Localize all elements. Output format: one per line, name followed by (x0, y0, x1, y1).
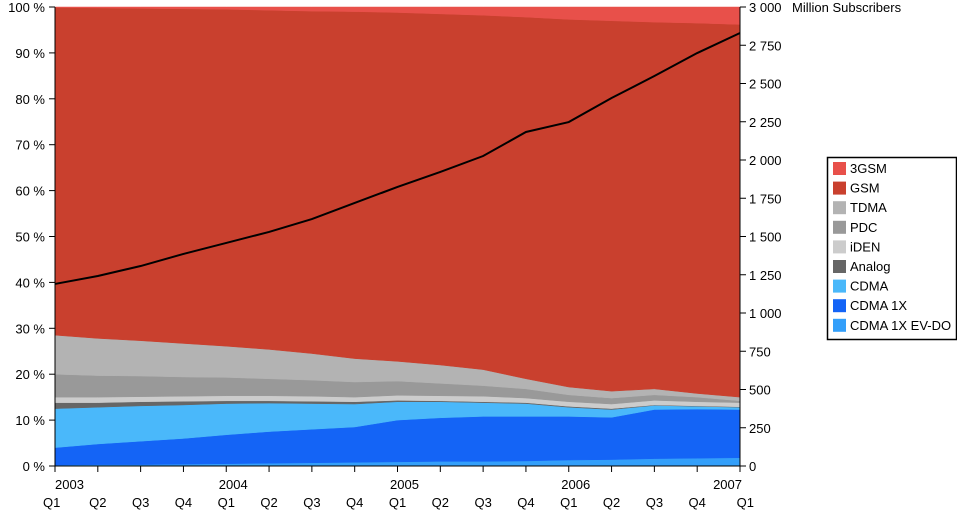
legend-label: Analog (850, 259, 890, 274)
x-year-label: 2003 (55, 477, 84, 492)
left-tick-label: 30 % (15, 321, 45, 336)
legend: 3GSM GSM TDMA PDC iDEN Analog CDMA CDMA 1X CDMA … (826, 156, 957, 341)
right-tick-label: 250 (749, 421, 771, 436)
legend-swatch (833, 220, 846, 234)
x-quarter-label: Q3 (646, 495, 663, 510)
left-tick-label: 100 % (8, 0, 45, 15)
legend-swatch (833, 181, 846, 195)
x-quarter-label: Q1 (560, 495, 577, 510)
left-tick-label: 10 % (15, 413, 45, 428)
x-quarter-label: Q4 (689, 495, 706, 510)
right-tick-label: 2 750 (749, 38, 782, 53)
right-tick-label: 1 000 (749, 306, 782, 321)
right-tick-label: 0 (749, 459, 756, 474)
axes: 0 % 10 % 20 % 30 % 40 % 50 % 60 % 70 % 80 % 90 % 1… (8, 0, 901, 510)
right-tick-label: 1 250 (749, 268, 782, 283)
x-quarter-label: Q3 (474, 495, 491, 510)
left-tick-label: 60 % (15, 184, 45, 199)
x-year-label: 2004 (219, 477, 248, 492)
x-quarter-label: Q3 (303, 495, 320, 510)
left-tick-label: 20 % (15, 367, 45, 382)
x-year-label: 2006 (561, 477, 590, 492)
x-quarter-label: Q1 (43, 495, 60, 510)
legend-label: 3GSM (850, 161, 887, 176)
x-quarter-label: Q4 (346, 495, 363, 510)
x-quarter-label: Q1 (218, 495, 235, 510)
right-tick-label: 500 (749, 383, 771, 398)
legend-label: CDMA 1X EV-DO (850, 318, 951, 333)
subscribers-line-path (54, 32, 741, 285)
legend-box (826, 156, 957, 341)
x-quarter-label: Q2 (89, 495, 106, 510)
right-axis-label: Million Subscribers (792, 0, 902, 15)
left-tick-label: 80 % (15, 92, 45, 107)
x-quarter-label: Q1 (389, 495, 406, 510)
area-layers (54, 6, 741, 467)
x-year-label: 2007 (713, 477, 742, 492)
x-quarter-label: Q2 (603, 495, 620, 510)
legend-swatch (833, 260, 846, 273)
left-tick-label: 70 % (15, 138, 45, 153)
legend-swatch (833, 240, 846, 254)
legend-swatch (833, 279, 846, 293)
right-tick-label: 2 000 (749, 153, 782, 168)
right-tick-label: 3 000 (749, 0, 782, 15)
x-quarter-label: Q2 (260, 495, 277, 510)
right-tick-label: 750 (749, 344, 771, 359)
right-tick-label: 2 500 (749, 77, 782, 92)
subscribers-line (54, 32, 741, 285)
right-tick-label: 2 250 (749, 115, 782, 130)
x-year-label: 2005 (390, 477, 419, 492)
legend-label: PDC (850, 220, 877, 235)
right-tick-label: 1 500 (749, 230, 782, 245)
legend-label: GSM (850, 181, 880, 196)
right-tick-label: 1 750 (749, 191, 782, 206)
x-quarter-label: Q3 (132, 495, 149, 510)
left-tick-label: 40 % (15, 275, 45, 290)
legend-label: CDMA (850, 279, 889, 294)
left-tick-label: 90 % (15, 46, 45, 61)
x-quarter-label: Q4 (175, 495, 192, 510)
area-gsm (54, 7, 741, 398)
left-tick-label: 0 % (23, 459, 46, 474)
x-quarter-label: Q1 (737, 495, 754, 510)
legend-swatch (833, 162, 846, 175)
legend-swatch (833, 299, 846, 313)
legend-swatch (833, 318, 846, 332)
x-quarter-label: Q4 (517, 495, 534, 510)
legend-label: TDMA (850, 200, 887, 215)
legend-label: CDMA 1X (850, 298, 907, 313)
left-tick-label: 50 % (15, 230, 45, 245)
legend-label: iDEN (850, 239, 880, 254)
x-quarter-label: Q2 (432, 495, 449, 510)
legend-swatch (833, 201, 846, 215)
